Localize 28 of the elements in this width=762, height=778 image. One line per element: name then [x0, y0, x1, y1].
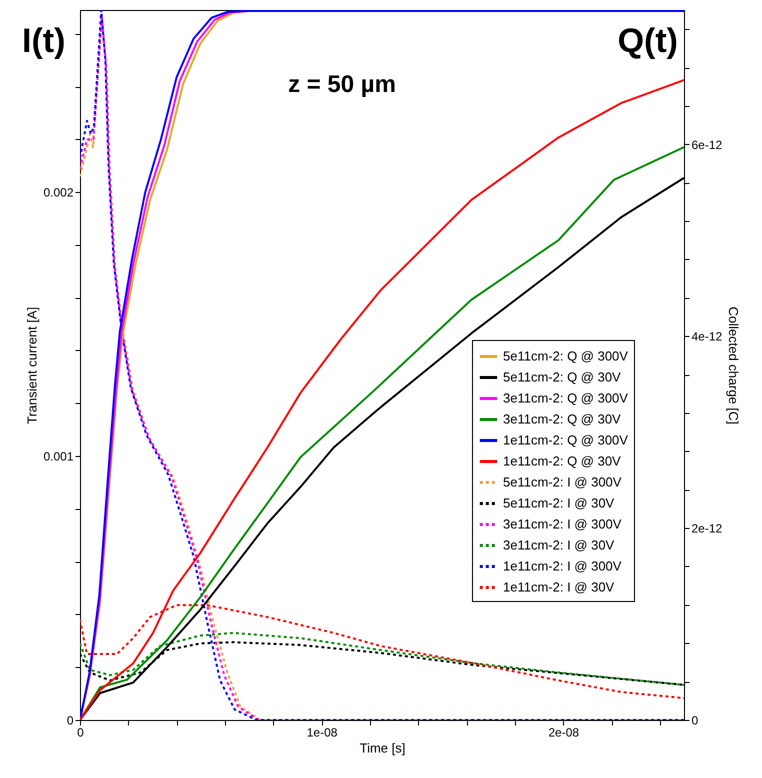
y-tick-label: 0.002 [43, 186, 74, 200]
legend-label: 1e11cm-2: Q @ 300V [503, 432, 628, 448]
y-tick-label: 0 [66, 714, 74, 728]
y2-tick-label: 2e-12 [692, 522, 723, 536]
legend-label: 3e11cm-2: Q @ 300V [503, 390, 628, 406]
x-tick-label: 1e-08 [306, 726, 338, 740]
text: I(t) [22, 22, 66, 60]
x-tick-label: 0 [77, 726, 84, 740]
legend-label: 1e11cm-2: I @ 300V [503, 558, 622, 574]
annotation: z = 50 µm [288, 71, 396, 98]
x-axis-title: Time [s] [360, 740, 406, 756]
legend-label: 5e11cm-2: I @ 30V [503, 496, 615, 510]
legend-label: 3e11cm-2: I @ 300V [503, 516, 622, 532]
legend-label: 5e11cm-2: Q @ 300V [503, 348, 628, 364]
y-axis-title: Transient current [A] [24, 306, 40, 424]
y2-tick-label: 6e-12 [692, 138, 723, 152]
y2-tick-label: 0 [692, 714, 698, 728]
y2-tick-label: 4e-12 [692, 330, 723, 344]
legend-label: 1e11cm-2: I @ 30V [503, 580, 615, 594]
legend-label: 5e11cm-2: I @ 300V [503, 474, 622, 490]
legend-label: 3e11cm-2: I @ 30V [503, 538, 615, 552]
legend-label: 3e11cm-2: Q @ 30V [503, 412, 622, 426]
legend-label: 5e11cm-2: Q @ 30V [503, 370, 622, 384]
annotation: Q(t) [618, 22, 678, 60]
legend-label: 1e11cm-2: Q @ 30V [503, 454, 622, 468]
y2-axis-title: Collected charge [C] [726, 306, 742, 424]
y-tick-label: 0.001 [43, 450, 74, 464]
x-tick-label: 2e-08 [548, 726, 580, 740]
